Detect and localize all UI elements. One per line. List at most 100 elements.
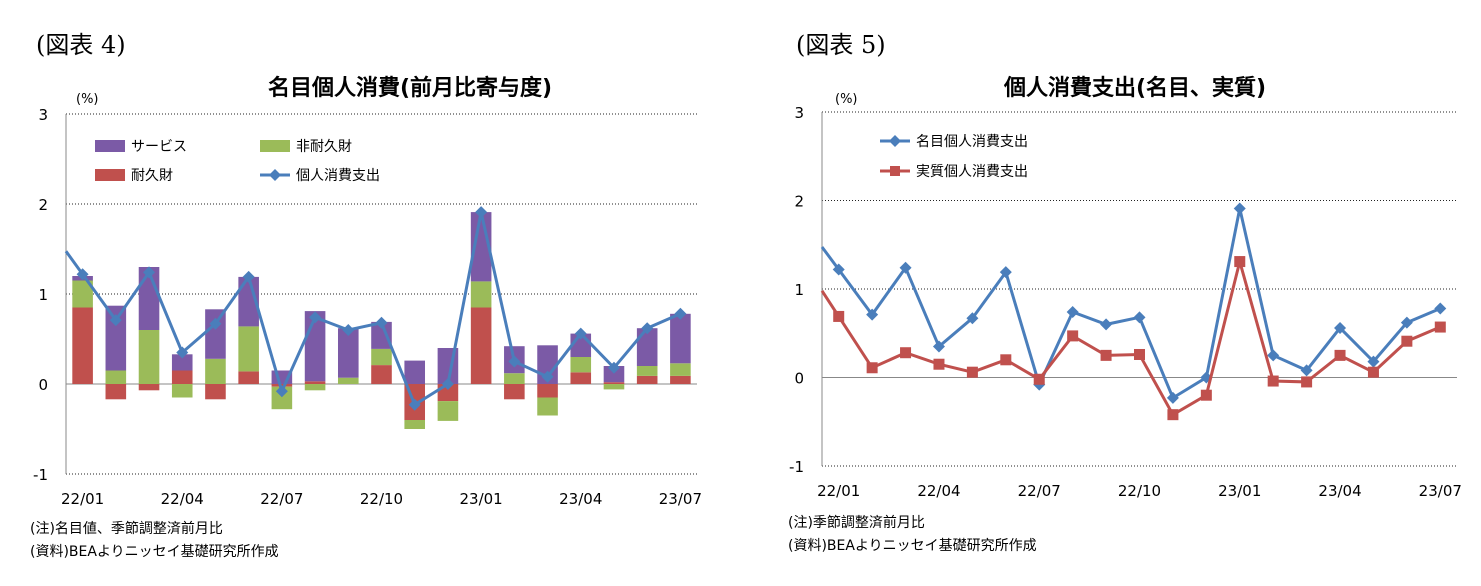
legend-label: 非耐久財 <box>296 139 352 155</box>
bar-segment <box>504 373 525 384</box>
x-tick-label: 22/10 <box>1118 482 1161 500</box>
series-line <box>820 255 1441 417</box>
legend-label: 個人消費支出 <box>296 168 380 184</box>
y-tick-label: 0 <box>38 376 48 394</box>
bar-segment <box>636 375 658 384</box>
data-point <box>375 316 388 329</box>
figure-5-note: (注)季節調整済前月比 <box>788 515 925 531</box>
data-point <box>641 322 654 335</box>
y-tick-label: 1 <box>794 281 804 299</box>
data-point <box>1434 321 1446 333</box>
bar-segment <box>72 307 93 384</box>
x-tick-label: 22/01 <box>817 482 860 500</box>
data-point <box>441 378 454 390</box>
bar-segment <box>570 372 592 384</box>
x-tick-label: 22/04 <box>917 482 960 500</box>
bar-segment <box>670 363 691 376</box>
bar-segment <box>603 382 625 384</box>
x-tick-label: 22/04 <box>161 490 204 508</box>
data-point <box>966 366 978 378</box>
series-line <box>64 211 681 407</box>
x-tick-label: 22/10 <box>360 490 403 508</box>
legend-label: 名目個人消費支出 <box>916 134 1028 150</box>
data-point <box>1234 256 1246 268</box>
unit-label: (%) <box>835 92 858 107</box>
data-point <box>408 398 421 411</box>
y-tick-label: 2 <box>794 193 804 211</box>
bar-segment <box>105 370 127 384</box>
x-tick-label: 23/04 <box>559 490 602 508</box>
bar-segment <box>470 307 492 384</box>
bar-segment <box>371 321 392 349</box>
data-point <box>866 362 878 374</box>
data-point <box>1100 349 1112 361</box>
data-point <box>1334 349 1346 361</box>
bar-segment <box>205 384 226 400</box>
bar-segment <box>72 280 93 308</box>
data-point <box>143 266 156 279</box>
figure-4-source: (資料)BEAよりニッセイ基礎研究所作成 <box>30 544 279 560</box>
data-point <box>999 266 1012 279</box>
data-point <box>275 385 288 398</box>
data-point <box>1400 316 1413 329</box>
bar-segment <box>504 384 525 400</box>
bar-segment <box>670 375 691 384</box>
y-tick-label: -1 <box>789 458 804 476</box>
data-point <box>1401 335 1413 347</box>
bar-segment <box>337 328 359 378</box>
bar-segment <box>670 313 691 364</box>
y-tick-label: 0 <box>794 370 804 388</box>
data-point <box>508 355 521 368</box>
y-tick-label: 1 <box>38 286 48 304</box>
data-point <box>833 310 845 322</box>
x-tick-label: 22/01 <box>61 490 104 508</box>
data-point <box>1134 348 1145 360</box>
x-tick-label: 22/07 <box>1018 482 1061 500</box>
data-point <box>176 346 189 359</box>
data-point <box>900 347 912 359</box>
data-point <box>541 370 554 383</box>
bar-segment <box>304 384 326 391</box>
data-point <box>933 358 945 370</box>
x-tick-label: 23/01 <box>460 490 503 508</box>
y-tick-label: -1 <box>33 466 48 484</box>
bar-segment <box>470 281 492 308</box>
bar-segment <box>238 326 259 372</box>
bar-segment <box>636 366 658 376</box>
data-point <box>109 314 122 327</box>
legend-label: 実質個人消費支出 <box>916 164 1028 180</box>
data-point <box>1300 364 1313 377</box>
figure-5-label: (図表 5) <box>796 31 886 59</box>
data-point <box>1167 409 1179 421</box>
data-point <box>832 263 845 276</box>
bar-segment <box>105 305 127 371</box>
data-point <box>1066 306 1079 319</box>
x-tick-label: 23/04 <box>1318 482 1361 500</box>
data-point <box>899 261 912 274</box>
bar-segment <box>205 358 226 384</box>
legend-marker <box>889 135 901 147</box>
data-point <box>1000 354 1012 366</box>
legend-marker <box>269 169 281 181</box>
data-point <box>1367 355 1380 368</box>
data-point <box>1334 321 1347 334</box>
bar-segment <box>105 384 127 400</box>
legend-swatch <box>260 140 290 152</box>
bar-segment <box>171 384 193 398</box>
data-point <box>475 206 488 219</box>
data-point <box>76 268 89 281</box>
data-point <box>1133 311 1146 324</box>
y-tick-label: 3 <box>794 104 804 122</box>
bar-segment <box>138 330 160 384</box>
data-point <box>1434 302 1447 315</box>
bar-segment <box>437 401 459 421</box>
y-tick-label: 2 <box>38 196 48 214</box>
bar-segment <box>271 386 293 410</box>
bar-segment <box>603 384 625 390</box>
data-point <box>866 308 879 321</box>
x-tick-label: 23/07 <box>659 490 702 508</box>
legend-swatch <box>95 140 125 152</box>
data-point <box>674 307 687 320</box>
